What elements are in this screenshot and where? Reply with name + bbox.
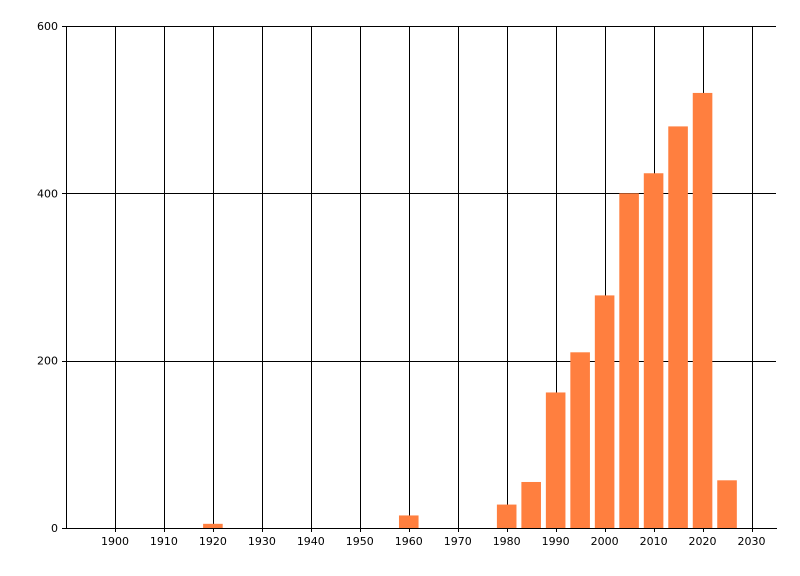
x-tick-label: 2000: [591, 535, 619, 548]
x-tick-label: 1910: [150, 535, 178, 548]
bar-series: [203, 92, 737, 529]
bar: [521, 481, 541, 528]
x-tick-label: 1920: [199, 535, 227, 548]
x-tick-label: 2030: [738, 535, 766, 548]
y-tick-label: 600: [37, 20, 58, 33]
x-tick-labels: 1900 1910 1920 1930 1940 1950 1960 1970 1980 1990…: [101, 535, 766, 548]
y-tick-label: 400: [37, 187, 58, 200]
bar: [545, 392, 566, 528]
x-tick-label: 1940: [297, 535, 325, 548]
x-tick-label: 1930: [248, 535, 276, 548]
x-tick-label: 1950: [346, 535, 374, 548]
x-tick-label: 2010: [640, 535, 668, 548]
x-tick-label: 1960: [395, 535, 423, 548]
x-tick-label: 1900: [101, 535, 129, 548]
bar: [203, 523, 223, 528]
bar: [692, 92, 713, 528]
x-tick-label: 2020: [689, 535, 717, 548]
bar: [594, 295, 615, 528]
bar: [668, 126, 688, 529]
bar: [643, 173, 664, 528]
x-tick-label: 1970: [444, 535, 472, 548]
bar: [570, 352, 590, 528]
bar: [717, 480, 737, 528]
bar: [496, 504, 517, 528]
x-tick-label: 1980: [493, 535, 521, 548]
y-tick-label: 200: [37, 355, 58, 368]
x-tick-label: 1990: [542, 535, 570, 548]
bar: [398, 515, 419, 528]
y-tick-label: 0: [51, 522, 58, 535]
y-tick-labels: 0 200 400 600: [37, 20, 58, 535]
bar: [619, 193, 639, 529]
